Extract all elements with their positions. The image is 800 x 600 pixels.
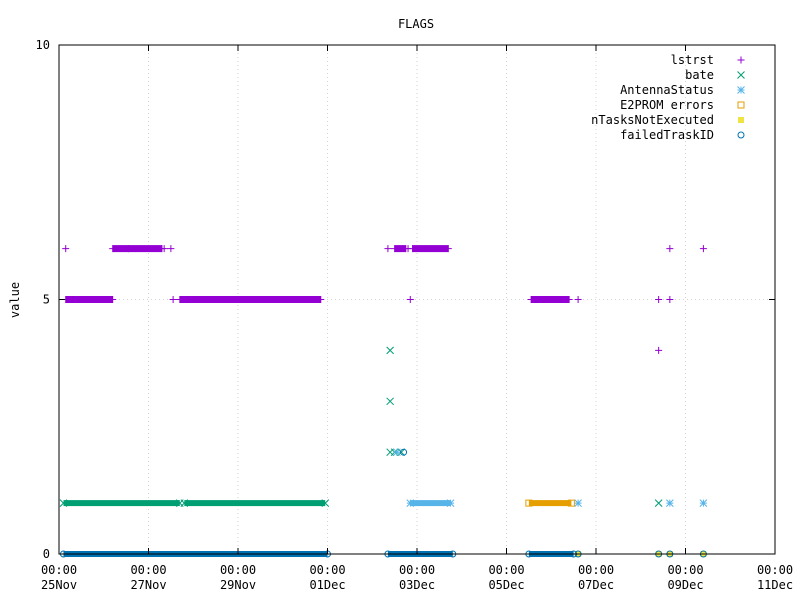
data-run [179, 296, 321, 303]
data-point-marker [446, 499, 455, 507]
x-tick-label-time: 00:00 [130, 563, 166, 577]
data-point-marker [406, 296, 414, 303]
x-tick-label-time: 00:00 [667, 563, 703, 577]
data-run [128, 245, 162, 253]
legend-label: failedTraskID [620, 128, 714, 142]
x-tick-label-time: 00:00 [41, 563, 77, 577]
data-point-marker [400, 448, 408, 456]
legend-label: AntennaStatus [620, 83, 714, 97]
data-point-marker [737, 131, 745, 139]
data-point-marker [665, 499, 674, 507]
data-point-marker [393, 448, 401, 457]
legend-label: lstrst [671, 53, 714, 67]
data-point-marker [160, 245, 168, 253]
series-bate [59, 346, 663, 507]
data-point-marker [737, 71, 745, 79]
data-point-marker [109, 245, 117, 253]
series-lstrst [62, 245, 707, 354]
data-run [528, 500, 572, 507]
data-point-marker [109, 296, 117, 303]
data-point-marker [574, 296, 582, 303]
x-tick-label-time: 00:00 [757, 563, 793, 577]
data-point-marker [574, 499, 582, 507]
data-point-marker [666, 296, 674, 303]
data-point-marker [666, 245, 674, 253]
data-point-marker [404, 245, 412, 253]
y-axis-label: value [8, 282, 22, 318]
data-point-marker [406, 499, 415, 507]
x-tick-label-time: 00:00 [399, 563, 435, 577]
x-tick-label-date: 01Dec [309, 578, 345, 592]
data-run [112, 245, 129, 253]
data-point-marker [737, 56, 745, 64]
x-tick-label-date: 11Dec [757, 578, 793, 592]
legend-label: bate [685, 68, 714, 82]
plot-area [59, 245, 708, 558]
chart-title: FLAGS [398, 17, 434, 31]
x-tick-label-date: 25Nov [41, 578, 77, 592]
data-point-marker [567, 499, 575, 507]
data-point-marker [180, 499, 189, 507]
data-point-marker [737, 86, 745, 94]
x-tick-label-date: 09Dec [667, 578, 703, 592]
x-tick-label-date: 29Nov [220, 578, 256, 592]
series-e2prom-errors [525, 499, 575, 507]
data-run [531, 296, 570, 303]
x-tick-label-time: 00:00 [488, 563, 524, 577]
data-run [412, 245, 449, 253]
x-tick-label-date: 07Dec [578, 578, 614, 592]
data-point-marker [655, 296, 663, 303]
data-point-marker [317, 296, 325, 303]
data-point-marker [738, 117, 744, 123]
data-point-marker [565, 296, 573, 303]
data-point-marker [386, 397, 395, 406]
data-run [394, 245, 406, 253]
data-point-marker [124, 245, 132, 253]
x-tick-label-date: 05Dec [488, 578, 524, 592]
data-point-marker [444, 245, 452, 253]
data-point-marker [699, 245, 707, 253]
x-tick-label-time: 00:00 [578, 563, 614, 577]
y-tick-label: 0 [43, 547, 50, 561]
data-point-marker [391, 245, 399, 253]
data-point-marker [525, 499, 533, 507]
data-point-marker [321, 499, 330, 507]
data-run [410, 500, 451, 507]
legend-label: nTasksNotExecuted [591, 113, 714, 127]
x-tick-label-date: 03Dec [399, 578, 435, 592]
data-point-marker [167, 245, 175, 253]
data-point-marker [527, 296, 535, 303]
y-tick-label: 5 [43, 293, 50, 307]
axis-ticks: 051000:0025Nov00:0027Nov00:0029Nov00:000… [36, 38, 794, 592]
data-point-marker [655, 346, 663, 354]
data-point-marker [176, 296, 184, 303]
legend-label: E2PROM errors [620, 98, 714, 112]
data-point-marker [737, 101, 745, 109]
data-point-marker [654, 499, 663, 507]
data-point-marker [59, 499, 68, 507]
data-point-marker [169, 296, 177, 303]
x-tick-label-date: 27Nov [130, 578, 166, 592]
x-tick-label-time: 00:00 [309, 563, 345, 577]
series-antennastatus [393, 448, 708, 507]
x-tick-label-time: 00:00 [220, 563, 256, 577]
data-point-marker [384, 245, 392, 253]
y-tick-label: 10 [36, 38, 50, 52]
data-run [184, 500, 326, 507]
data-point-marker [62, 245, 70, 253]
data-point-marker [699, 499, 708, 507]
data-run [63, 500, 180, 507]
data-run [65, 296, 113, 303]
data-point-marker [386, 346, 395, 355]
